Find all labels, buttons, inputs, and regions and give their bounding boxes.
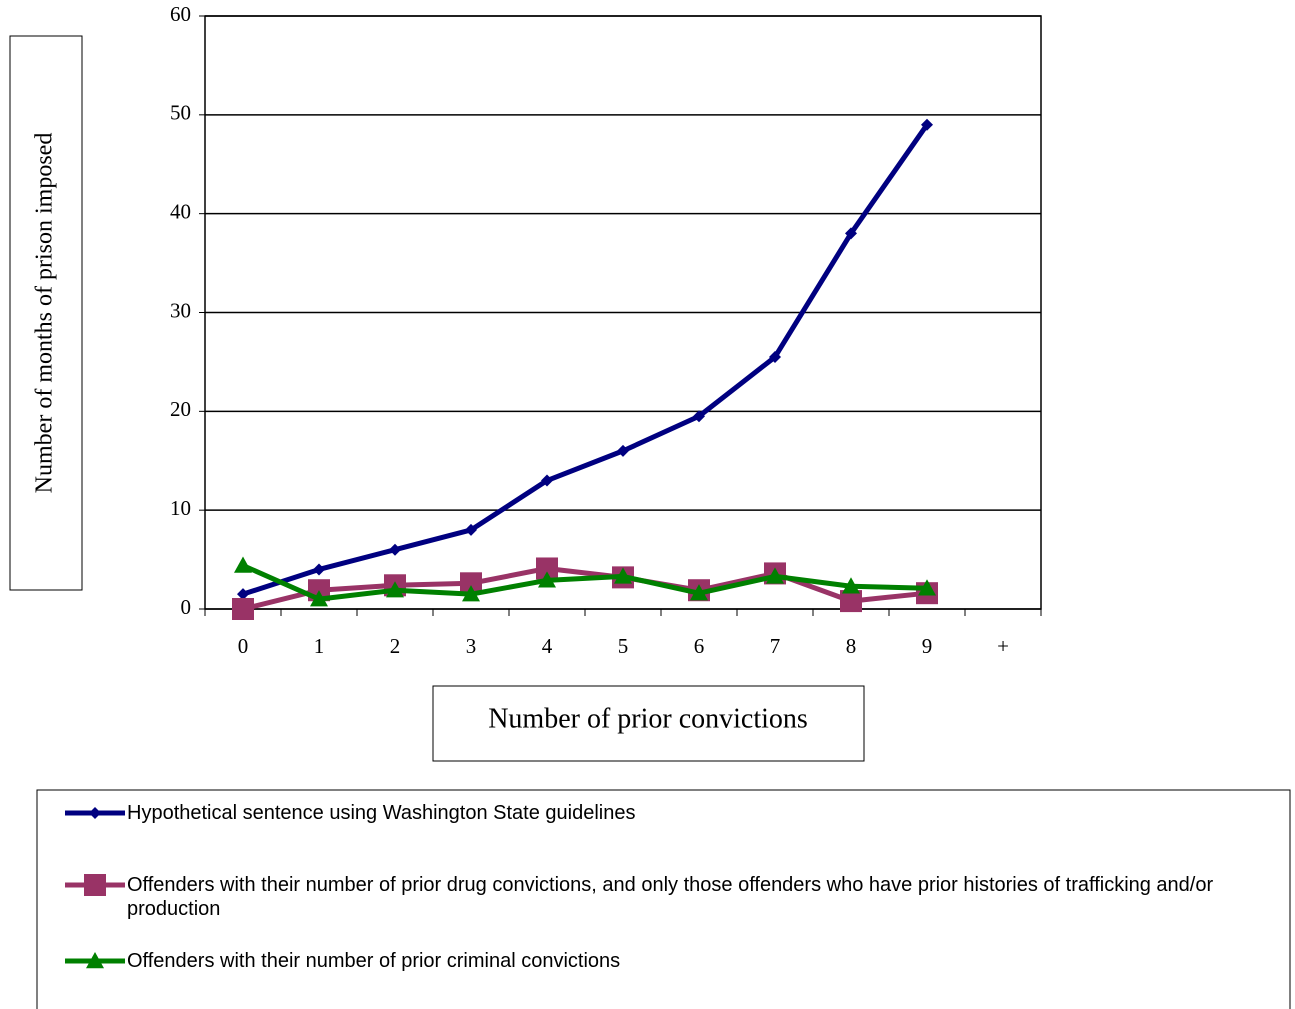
series-line	[242, 123, 930, 597]
marker	[538, 571, 556, 588]
plot-frame	[204, 15, 1042, 610]
x-axis-label: Number of prior convictions	[488, 703, 808, 734]
marker	[89, 807, 101, 819]
marker	[617, 444, 629, 457]
marker	[386, 581, 404, 598]
marker	[237, 588, 249, 601]
y-tick-label: 40	[170, 199, 191, 223]
marker	[693, 410, 705, 423]
x-label-box	[432, 685, 865, 762]
marker	[769, 350, 781, 363]
marker	[536, 557, 558, 580]
marker	[614, 567, 632, 584]
y-tick-label: 30	[170, 298, 191, 322]
marker	[840, 590, 862, 613]
x-tick-label: 2	[390, 634, 401, 658]
marker	[234, 556, 252, 573]
y-tick-label: 0	[181, 595, 192, 619]
marker	[313, 563, 325, 576]
series-line	[241, 563, 928, 602]
marker	[842, 577, 860, 594]
y-tick-label: 60	[170, 2, 191, 26]
x-tick-label: 4	[542, 634, 553, 658]
marker	[86, 952, 104, 969]
marker	[541, 474, 553, 487]
x-tick-label: 6	[694, 634, 705, 658]
x-tick-label: 9	[922, 634, 933, 658]
legend-label: Offenders with their number of prior cri…	[127, 950, 621, 972]
y-axis-label: Number of months of prison imposed	[32, 133, 58, 494]
marker	[389, 543, 401, 556]
marker	[84, 874, 106, 896]
marker	[462, 585, 480, 602]
marker	[310, 590, 328, 607]
marker	[232, 598, 254, 620]
y-tick-label: 50	[170, 101, 191, 125]
marker	[460, 572, 482, 595]
x-tick-label: 0	[238, 634, 249, 658]
marker	[921, 118, 933, 131]
x-tick-label: 8	[846, 634, 857, 658]
marker	[766, 567, 784, 584]
x-tick-label: 3	[466, 634, 477, 658]
marker	[690, 584, 708, 601]
marker	[845, 227, 857, 240]
y-tick-label: 20	[170, 397, 191, 421]
x-tick-label: 5	[618, 634, 629, 658]
y-tick-label: 10	[170, 496, 191, 520]
series-line	[242, 565, 928, 612]
marker	[918, 579, 936, 596]
marker	[465, 523, 477, 536]
legend-label: Offenders with their number of prior dru…	[127, 874, 1214, 920]
x-tick-label: 1	[314, 634, 325, 658]
y-label-box	[9, 35, 83, 591]
legend-box	[36, 789, 1291, 1009]
x-tick-label: +	[997, 634, 1009, 658]
x-tick-label: 7	[770, 634, 781, 658]
legend-label: Hypothetical sentence using Washington S…	[127, 802, 636, 824]
